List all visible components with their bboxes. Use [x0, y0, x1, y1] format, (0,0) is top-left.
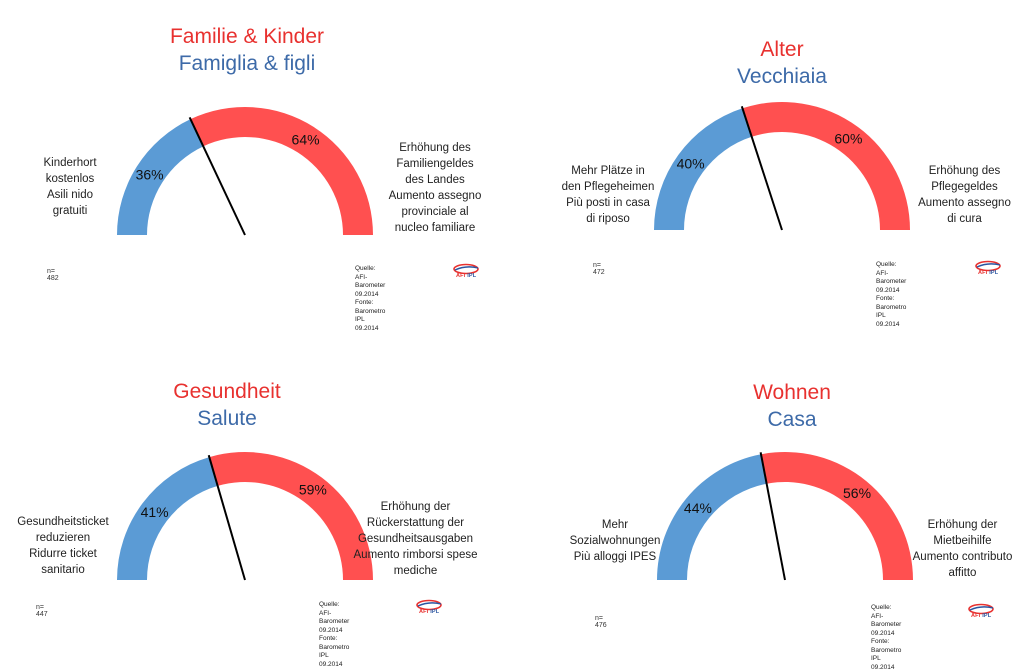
- left-option-label: Mehr Sozialwohnungen Più alloggi IPES: [569, 519, 661, 563]
- left-percent-label: 44%: [684, 500, 712, 516]
- afi-ipl-logo: AFI IPL: [415, 598, 443, 618]
- source-note: Quelle: AFI-Barometer 09.2014 Fonte: Bar…: [876, 261, 906, 329]
- gauge-segment-left: [657, 454, 767, 580]
- source-it: Fonte: Barometro IPL 09.2014: [355, 299, 386, 332]
- source-it: Fonte: Barometro IPL 09.2014: [871, 638, 902, 671]
- left-option-label: Kinderhort kostenlos Asili nido gratuiti: [43, 157, 97, 217]
- right-percent-label: 60%: [834, 131, 862, 147]
- gauge-segment-right: [761, 452, 913, 580]
- afi-ipl-logo: AFI IPL: [974, 259, 1002, 279]
- right-option-label: Erhöhung des Familiengeldes des Landes Aume…: [388, 142, 482, 234]
- gauge-segment-left: [117, 119, 204, 235]
- gauge-needle: [188, 116, 246, 236]
- panel-title-it: Famiglia & figli: [178, 52, 316, 75]
- logo-swoosh-icon: [416, 599, 442, 611]
- source-de: Quelle: AFI-Barometer 09.2014: [876, 261, 907, 294]
- right-option-label: Erhöhung der Rückerstattung der Gesundheit…: [353, 501, 478, 577]
- source-de: Quelle: AFI-Barometer 09.2014: [319, 601, 350, 634]
- source-note: Quelle: AFI-Barometer 09.2014 Fonte: Bar…: [355, 265, 385, 333]
- sample-size: n= 447: [36, 604, 48, 618]
- source-de: Quelle: AFI-Barometer 09.2014: [871, 604, 902, 637]
- gauge-segment-right: [190, 107, 373, 235]
- panel-title-de: Gesundheit: [173, 380, 281, 403]
- logo-swoosh-icon: [968, 603, 994, 615]
- right-option-label: Erhöhung der Mietbeihilfe Aumento contribu…: [912, 519, 1013, 579]
- sample-size: n= 476: [595, 615, 607, 629]
- gauge-segment-right: [209, 452, 373, 580]
- source-note: Quelle: AFI-Barometer 09.2014 Fonte: Bar…: [871, 604, 901, 672]
- source-it: Fonte: Barometro IPL 09.2014: [319, 635, 350, 668]
- left-option-label: Gesundheitsticket reduzieren Ridurre ticke…: [17, 516, 109, 576]
- right-percent-label: 56%: [843, 485, 871, 501]
- left-percent-label: 40%: [677, 156, 705, 172]
- source-note: Quelle: AFI-Barometer 09.2014 Fonte: Bar…: [319, 601, 349, 669]
- gauge-needle: [740, 106, 783, 231]
- gauge-needle: [759, 452, 786, 581]
- logo-text: AFI IPL: [419, 609, 440, 615]
- left-option-label: Mehr Plätze in den Pflegeheimen Più posti …: [561, 165, 655, 225]
- gauge-segment-left: [117, 457, 218, 580]
- sample-size: n= 472: [593, 262, 605, 276]
- logo-text: AFI IPL: [456, 273, 477, 279]
- logo-text: AFI IPL: [971, 613, 992, 619]
- gauge-chart: 36% 64%: [117, 107, 373, 236]
- panel-title-it: Salute: [197, 407, 257, 430]
- gauge-chart: 40% 60%: [654, 102, 910, 231]
- afi-ipl-logo: AFI IPL: [452, 262, 480, 282]
- right-percent-label: 59%: [299, 482, 327, 498]
- afi-ipl-logo: AFI IPL: [967, 602, 995, 622]
- gauge-chart: 41% 59%: [117, 452, 373, 581]
- panel-title-de: Familie & Kinder: [169, 25, 325, 48]
- panel-title-it: Casa: [767, 408, 817, 431]
- source-de: Quelle: AFI-Barometer 09.2014: [355, 265, 386, 298]
- panel-title-it: Vecchiaia: [737, 65, 827, 88]
- panel-title-de: Wohnen: [753, 381, 831, 404]
- gauge-needle: [207, 454, 246, 581]
- panel-title-de: Alter: [760, 38, 804, 61]
- left-percent-label: 41%: [141, 504, 169, 520]
- gauge-segment-left: [654, 108, 752, 230]
- source-it: Fonte: Barometro IPL 09.2014: [876, 295, 907, 328]
- sample-size: n= 482: [47, 268, 59, 282]
- logo-swoosh-icon: [975, 260, 1001, 272]
- logo-text: AFI IPL: [978, 270, 999, 276]
- logo-swoosh-icon: [453, 263, 479, 275]
- gauge-segment-right: [742, 102, 910, 230]
- right-option-label: Erhöhung des Pflegegeldes Aumento assegno d…: [918, 165, 1011, 225]
- left-percent-label: 36%: [136, 166, 164, 182]
- gauge-chart: 44% 56%: [657, 452, 913, 581]
- right-percent-label: 64%: [292, 132, 320, 148]
